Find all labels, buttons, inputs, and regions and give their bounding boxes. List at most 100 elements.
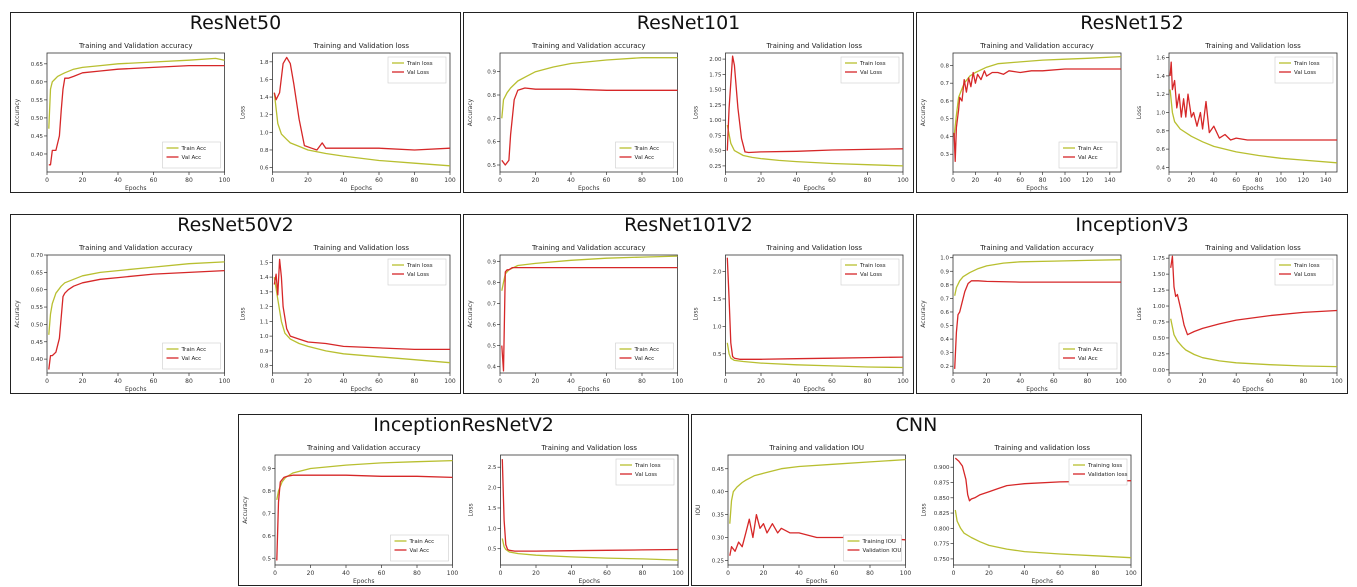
x-tick-label: 40 <box>340 177 348 184</box>
plot-frame <box>1168 254 1338 374</box>
y-tick-label: 1.0 <box>713 324 722 330</box>
y-tick-label: 0.5 <box>487 344 496 350</box>
chart-right: Training and Validation loss 0 20 40 60 80 100… <box>240 42 456 192</box>
x-tick-label: 40 <box>1016 378 1024 385</box>
x-tick-label: 0 <box>724 378 728 385</box>
y-tick-label: 0.60 <box>31 80 44 86</box>
legend-box <box>1068 458 1128 486</box>
y-tick-label: 0.8 <box>262 489 271 495</box>
plot-frame <box>272 52 451 173</box>
chart-title: Training and Validation accuracy <box>78 42 193 50</box>
y-tick-label: 1.2 <box>1156 92 1165 98</box>
legend-entry: Train Acc <box>634 146 660 152</box>
chart-left: Training and validation IOU 0 20 40 60 80 100 0… <box>695 444 911 585</box>
series-line-1 <box>1169 61 1337 141</box>
y-tick-label: 1.0 <box>940 256 949 262</box>
x-tick-label: 20 <box>532 570 540 577</box>
y-axis-label: Accuracy <box>14 98 21 126</box>
series-line-0 <box>726 342 904 369</box>
legend-box <box>162 141 221 169</box>
panel-resnet101v2: ResNet101V2 Training and Validation accu… <box>463 214 914 394</box>
x-tick-label: 40 <box>1021 570 1029 577</box>
legend-entry: Val Loss <box>1294 70 1316 76</box>
series-line-1 <box>954 457 1132 502</box>
y-tick-label: 1.0 <box>260 130 269 136</box>
y-tick-label: 0.6 <box>487 323 496 329</box>
x-axis-label: Epochs <box>1242 185 1264 192</box>
legend-entry: Train Acc <box>409 539 435 545</box>
y-tick-label: 0.35 <box>712 513 725 519</box>
y-tick-label: 1.2 <box>260 305 269 311</box>
y-tick-label: 0.850 <box>934 496 950 502</box>
y-tick-label: 0.50 <box>31 322 44 328</box>
legend-entry: Train loss <box>1293 61 1320 67</box>
x-tick-label: 0 <box>271 177 275 184</box>
y-axis-label: Loss <box>240 106 247 119</box>
y-tick-label: 0.900 <box>934 465 950 471</box>
series-line-0 <box>954 509 1132 559</box>
series-line-1 <box>48 64 225 166</box>
series-line-1 <box>501 266 678 372</box>
y-tick-label: 2.5 <box>488 465 497 471</box>
x-tick-label: 20 <box>757 177 765 184</box>
y-tick-label: 0.7 <box>487 301 496 307</box>
y-tick-label: 0.40 <box>31 357 44 363</box>
x-tick-label: 100 <box>900 570 912 577</box>
x-axis-label: Epochs <box>578 386 600 393</box>
x-axis-label: Epochs <box>125 185 147 192</box>
x-tick-label: 140 <box>1104 177 1116 184</box>
x-tick-label: 0 <box>499 570 503 577</box>
legend: Train Acc Val Acc <box>615 141 674 169</box>
x-tick-label: 60 <box>150 378 158 385</box>
y-tick-label: 1.0 <box>488 526 497 532</box>
x-tick-label: 60 <box>1056 570 1064 577</box>
x-tick-label: 20 <box>532 378 540 385</box>
x-tick-label: 120 <box>1298 177 1310 184</box>
chart-title: Training and validation IOU <box>768 444 864 452</box>
x-axis-label: Epochs <box>1026 386 1048 393</box>
y-tick-label: 0.65 <box>31 270 44 276</box>
plot-frame <box>500 454 679 566</box>
plot-frame <box>953 454 1132 566</box>
y-tick-label: 1.50 <box>709 88 722 94</box>
y-tick-label: 0.5 <box>488 547 497 553</box>
panel-charts: Training and Validation accuracy 0 20 40 60 8… <box>920 244 1343 393</box>
series-line-1 <box>501 459 679 552</box>
x-tick-label: 80 <box>1084 378 1092 385</box>
y-tick-label: 1.6 <box>260 77 269 83</box>
x-axis-label: Epochs <box>578 185 600 192</box>
x-tick-label: 0 <box>951 378 955 385</box>
panel-title: InceptionResNetV2 <box>373 414 554 436</box>
panel-charts: Training and Validation accuracy 0 20 40 60 8… <box>14 42 456 192</box>
y-tick-label: 0.8 <box>260 364 269 370</box>
plot-frame <box>46 52 225 173</box>
chart-title: Training and Validation loss <box>540 444 637 452</box>
legend-box <box>843 534 902 562</box>
y-tick-label: 1.3 <box>260 290 269 296</box>
x-axis-label: Epochs <box>125 386 147 393</box>
y-tick-label: 0.750 <box>934 557 950 563</box>
x-tick-label: 60 <box>603 177 611 184</box>
y-tick-label: 0.5 <box>713 352 722 358</box>
x-tick-label: 80 <box>864 378 872 385</box>
legend-box <box>1058 342 1118 370</box>
x-tick-label: 60 <box>1050 378 1058 385</box>
x-axis-label: Epochs <box>1242 386 1264 393</box>
y-tick-label: 0.65 <box>31 62 44 68</box>
y-tick-label: 0.2 <box>940 364 949 370</box>
x-tick-label: 100 <box>672 378 684 385</box>
x-tick-label: 60 <box>1266 378 1274 385</box>
x-tick-label: 100 <box>444 378 456 385</box>
chart-title: Training and Validation accuracy <box>531 42 646 50</box>
panel-inceptionv3: InceptionV3 Training and Validation accu… <box>916 214 1348 394</box>
x-tick-label: 60 <box>828 177 836 184</box>
plot-frame <box>272 254 451 374</box>
x-axis-label: Epochs <box>1026 185 1048 192</box>
chart-title: Training and Validation loss <box>312 42 409 50</box>
y-tick-label: 0.25 <box>1153 352 1166 358</box>
legend-entry: Val Loss <box>860 70 882 76</box>
x-tick-label: 40 <box>567 177 575 184</box>
chart-title: Training and Validation accuracy <box>979 42 1094 50</box>
series-line-1 <box>1170 255 1338 336</box>
y-tick-label: 0.3 <box>940 351 949 357</box>
